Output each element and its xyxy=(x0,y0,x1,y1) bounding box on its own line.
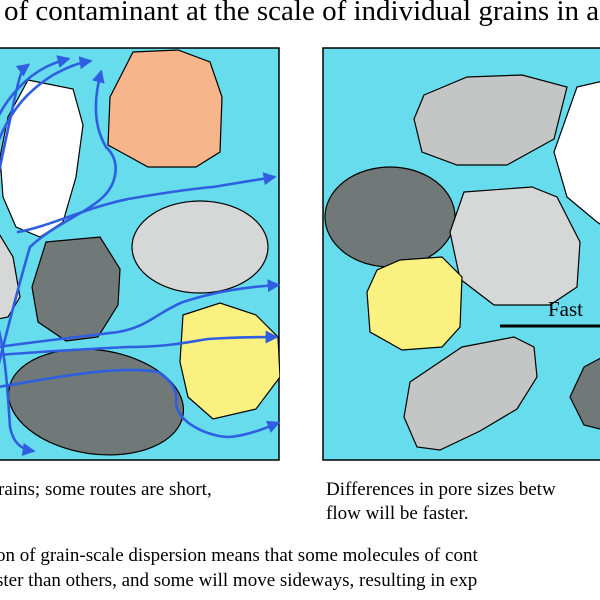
flow-arrow xyxy=(0,330,279,357)
flow-arrow xyxy=(0,368,280,439)
right-panel-caption-line2: flow will be faster. xyxy=(326,503,469,524)
grain-dark-gray-left xyxy=(324,166,456,268)
grain-yellow-right xyxy=(366,256,463,351)
bottom-text-line2: ster than others, and some will move sid… xyxy=(0,570,478,591)
grain-mid-gray-top xyxy=(413,74,568,166)
grain-dark-gray-oval xyxy=(7,348,185,456)
right-panel-caption-line1: Differences in pore sizes betw xyxy=(326,479,556,500)
grain-mid-gray-bottom xyxy=(403,336,538,451)
flow-arrow xyxy=(16,172,277,234)
grain-white xyxy=(0,79,84,238)
flow-arrow xyxy=(0,55,71,117)
flow-arrow xyxy=(0,56,93,141)
bottom-text-line1: on of grain-scale dispersion means that … xyxy=(0,545,478,566)
figure-title: of contaminant at the scale of individua… xyxy=(4,0,600,27)
left-grain-diagram xyxy=(0,47,280,461)
right-grain-panel: Fast xyxy=(322,47,600,461)
flow-arrow xyxy=(0,329,36,456)
flow-paths xyxy=(0,55,280,456)
grain-dark-gray-small xyxy=(31,236,121,342)
flow-arrow xyxy=(0,63,31,174)
right-grain-diagram: Fast xyxy=(322,47,600,461)
left-panel-caption: rains; some routes are short, xyxy=(0,479,212,500)
grain-white-right xyxy=(553,81,600,225)
left-grain-panel xyxy=(0,47,280,461)
grain-yellow xyxy=(179,302,280,420)
grain-dark-gray-bottom-edge xyxy=(569,357,600,430)
grain-light-gray-center xyxy=(449,186,581,306)
flow-arrow xyxy=(0,69,117,365)
flow-arrow xyxy=(0,279,280,349)
grain-light-gray-oval xyxy=(131,200,269,294)
grain-orange xyxy=(107,49,223,168)
fast-label: Fast xyxy=(548,297,583,321)
